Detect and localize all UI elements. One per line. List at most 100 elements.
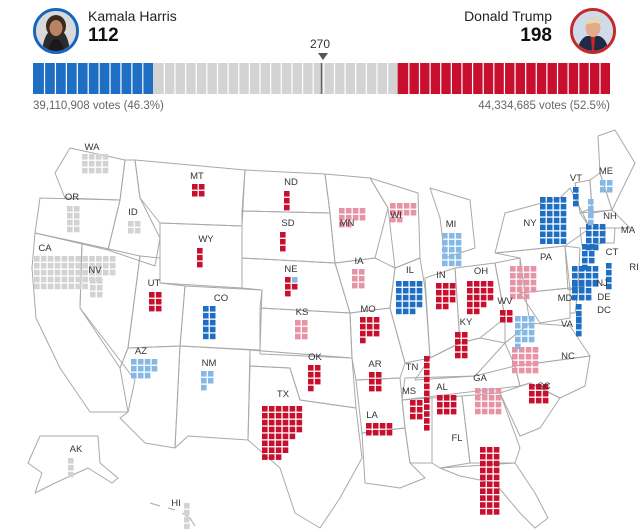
bar-separator — [578, 63, 580, 94]
vote-block — [510, 279, 516, 286]
vote-block — [296, 406, 303, 412]
outline-md — [519, 287, 571, 324]
state-label-wa: WA — [85, 142, 101, 153]
vote-block — [510, 286, 516, 293]
vote-block — [54, 262, 61, 269]
vote-block — [285, 277, 291, 283]
vote-block — [442, 253, 448, 260]
threshold-label: 270 — [310, 37, 331, 51]
vote-block — [506, 310, 513, 316]
state-label-wi: WI — [390, 210, 402, 221]
vote-block — [96, 269, 102, 276]
bar-separator — [120, 63, 122, 94]
vote-block — [493, 447, 500, 453]
vote-block — [516, 279, 523, 286]
vote-block — [109, 269, 116, 276]
vote-block — [282, 433, 289, 440]
state-label-ma: MA — [621, 225, 636, 236]
bar-separator — [333, 63, 336, 94]
state-blocks-nm — [201, 371, 214, 391]
vote-block — [155, 298, 162, 305]
vote-block — [275, 440, 282, 447]
vote-block — [34, 256, 40, 262]
vote-block — [480, 301, 487, 308]
vote-block — [82, 269, 88, 276]
vote-block — [184, 509, 190, 516]
trump-name: Donald Trump — [464, 8, 552, 24]
vote-block — [572, 287, 578, 294]
vote-block — [75, 262, 81, 269]
vote-block — [262, 440, 268, 447]
vote-block — [475, 408, 481, 415]
vote-block — [285, 290, 291, 297]
vote-block — [487, 287, 494, 294]
vote-block — [578, 294, 585, 301]
vote-block — [68, 256, 75, 262]
vote-block — [366, 330, 373, 337]
vote-block — [40, 256, 47, 262]
vote-block — [282, 426, 289, 433]
vote-block — [455, 260, 462, 267]
vote-block — [262, 454, 268, 460]
state-blocks-or — [67, 206, 80, 233]
vote-block — [352, 275, 358, 282]
vote-block — [525, 360, 532, 367]
vote-block — [455, 345, 461, 352]
state-label-ky: KY — [460, 317, 473, 328]
vote-block — [34, 269, 40, 276]
vote-block — [442, 283, 449, 289]
vote-block — [480, 460, 486, 467]
vote-block — [592, 230, 599, 237]
vote-block — [184, 503, 190, 509]
vote-block — [82, 283, 88, 290]
vote-block — [518, 360, 525, 367]
state-label-de: DE — [597, 292, 610, 303]
vote-block — [480, 281, 487, 287]
vote-block — [600, 186, 606, 193]
vote-block — [540, 231, 546, 238]
vote-block — [67, 206, 73, 212]
outline-nj — [564, 245, 581, 291]
vote-block — [95, 167, 102, 174]
vote-block — [155, 305, 162, 312]
state-label-oh: OH — [474, 266, 488, 277]
vote-block — [137, 359, 144, 365]
state-label-ks: KS — [296, 307, 309, 318]
state-blocks-wa — [82, 154, 109, 174]
vote-block — [262, 447, 268, 453]
state-label-id: ID — [128, 207, 138, 218]
vote-block — [516, 266, 523, 272]
vote-block — [606, 269, 612, 276]
bar-majority-line — [320, 63, 323, 94]
state-blocks-il — [396, 281, 423, 315]
vote-block — [455, 332, 461, 338]
vote-block — [515, 343, 521, 350]
vote-block — [203, 319, 209, 326]
vote-block — [102, 154, 109, 160]
vote-block — [525, 347, 532, 353]
bar-separator — [195, 63, 197, 94]
vote-block — [493, 488, 500, 494]
bar-separator — [163, 63, 165, 94]
vote-block — [61, 269, 68, 276]
vote-block — [409, 301, 416, 308]
vote-block — [268, 454, 275, 460]
trump-popular-votes: 44,334,685 votes (52.5%) — [478, 100, 610, 112]
vote-block — [480, 509, 486, 515]
vote-block — [198, 184, 205, 190]
harris-summary: Kamala Harris 112 — [88, 8, 177, 47]
vote-block — [402, 287, 409, 294]
vote-block — [493, 509, 500, 515]
vote-block — [488, 388, 495, 394]
vote-block — [410, 400, 416, 406]
vote-block — [480, 287, 487, 294]
vote-block — [54, 283, 61, 290]
vote-block — [360, 330, 366, 337]
vote-block — [359, 208, 366, 214]
vote-block — [585, 287, 592, 294]
bar-separator — [546, 63, 548, 94]
vote-block — [339, 221, 345, 228]
outline-tx — [247, 365, 363, 529]
vote-block — [40, 269, 47, 276]
vote-block — [592, 281, 599, 287]
